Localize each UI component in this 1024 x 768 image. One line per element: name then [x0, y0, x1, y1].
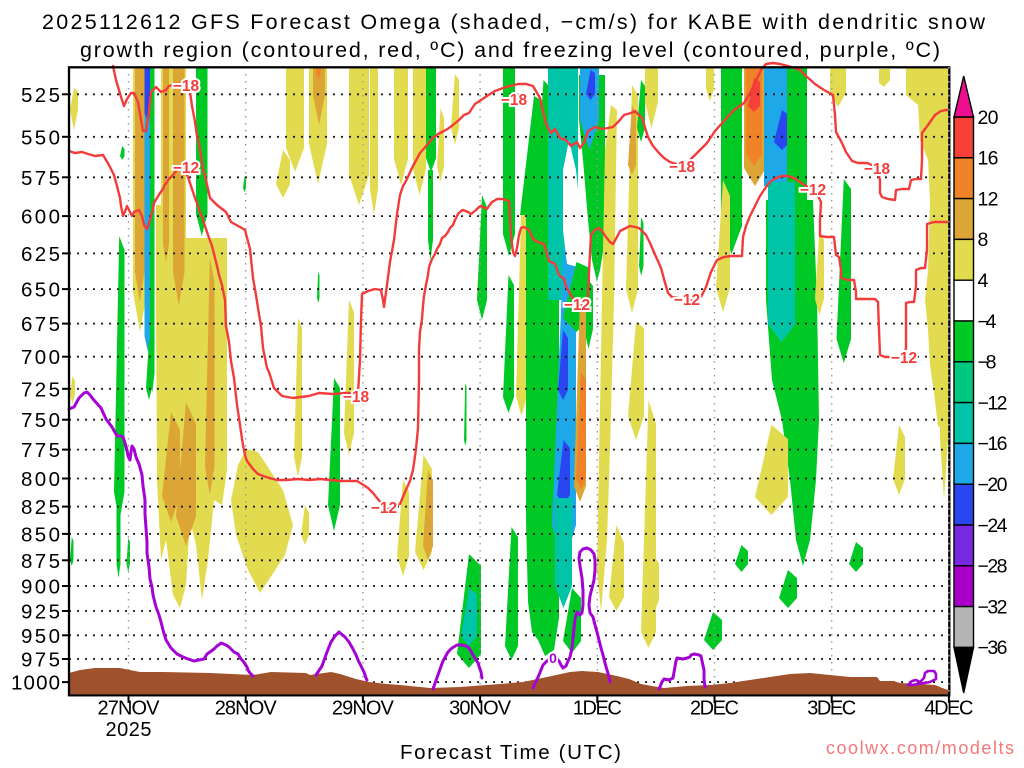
- svg-text:975: 975: [21, 649, 60, 672]
- svg-text:1DEC: 1DEC: [573, 698, 622, 720]
- svg-text:−18: −18: [173, 78, 200, 95]
- svg-text:950: 950: [21, 625, 60, 648]
- svg-text:−12: −12: [978, 392, 1008, 414]
- svg-text:575: 575: [21, 167, 60, 190]
- svg-text:825: 825: [21, 496, 60, 519]
- svg-text:27NOV: 27NOV: [98, 698, 161, 720]
- svg-text:4DEC: 4DEC: [924, 698, 973, 720]
- svg-text:675: 675: [21, 313, 60, 336]
- svg-text:−4: −4: [978, 311, 997, 333]
- svg-text:600: 600: [21, 206, 60, 229]
- svg-text:775: 775: [21, 439, 60, 462]
- svg-text:Forecast Time (UTC): Forecast Time (UTC): [400, 741, 621, 764]
- svg-text:875: 875: [21, 550, 60, 573]
- svg-text:−12: −12: [891, 350, 917, 367]
- svg-text:2DEC: 2DEC: [690, 698, 739, 720]
- svg-text:−18: −18: [343, 389, 370, 406]
- svg-text:−12: −12: [674, 292, 700, 309]
- svg-text:750: 750: [21, 409, 60, 432]
- svg-text:−12: −12: [371, 500, 397, 517]
- svg-text:8: 8: [978, 229, 989, 251]
- svg-text:900: 900: [21, 576, 60, 599]
- svg-text:−8: −8: [978, 352, 997, 374]
- svg-text:growth region (contoured, red,: growth region (contoured, red, ºC) and f…: [80, 38, 940, 62]
- svg-text:650: 650: [21, 279, 60, 302]
- svg-text:725: 725: [21, 378, 60, 401]
- svg-text:−16: −16: [978, 433, 1008, 455]
- svg-text:850: 850: [21, 523, 60, 546]
- svg-text:4: 4: [978, 270, 989, 292]
- svg-text:−12: −12: [564, 297, 590, 314]
- svg-text:28NOV: 28NOV: [215, 698, 278, 720]
- svg-text:29NOV: 29NOV: [332, 698, 395, 720]
- svg-text:20: 20: [978, 107, 999, 129]
- svg-text:coolwx.com/modelts: coolwx.com/modelts: [826, 738, 1014, 758]
- svg-text:−18: −18: [501, 92, 528, 109]
- svg-text:12: 12: [978, 188, 999, 210]
- svg-text:550: 550: [21, 126, 60, 149]
- svg-text:800: 800: [21, 468, 60, 491]
- svg-text:925: 925: [21, 601, 60, 624]
- svg-text:16: 16: [978, 148, 999, 170]
- svg-text:−20: −20: [978, 474, 1008, 496]
- svg-text:700: 700: [21, 346, 60, 369]
- svg-text:−18: −18: [864, 161, 891, 178]
- svg-text:1000: 1000: [11, 672, 60, 695]
- svg-text:0: 0: [549, 650, 557, 666]
- svg-text:2025: 2025: [106, 719, 152, 741]
- svg-text:−24: −24: [978, 515, 1008, 537]
- svg-text:−12: −12: [173, 160, 199, 177]
- svg-text:625: 625: [21, 243, 60, 266]
- svg-text:−28: −28: [978, 556, 1008, 578]
- svg-text:30NOV: 30NOV: [449, 698, 512, 720]
- svg-text:−18: −18: [669, 159, 696, 176]
- svg-text:−12: −12: [800, 182, 826, 199]
- svg-text:3DEC: 3DEC: [807, 698, 856, 720]
- svg-text:525: 525: [21, 84, 60, 107]
- svg-text:−36: −36: [978, 637, 1008, 659]
- svg-text:−32: −32: [978, 596, 1008, 618]
